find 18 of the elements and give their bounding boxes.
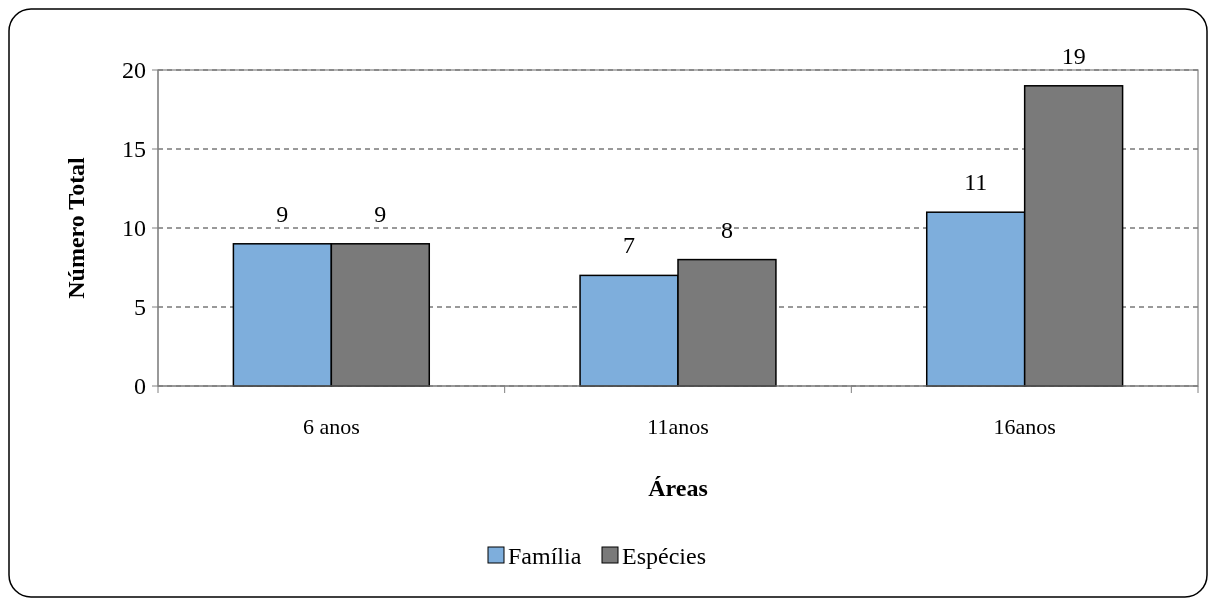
x-axis-title: Áreas	[648, 475, 708, 501]
legend-label: Espécies	[622, 543, 706, 570]
data-label: 9	[276, 200, 289, 227]
y-tick-label: 5	[134, 294, 146, 321]
data-label: 7	[623, 232, 636, 259]
y-tick-label: 10	[122, 215, 146, 242]
data-label: 19	[1061, 42, 1086, 69]
data-label: 8	[720, 216, 733, 243]
data-label: 11	[964, 169, 988, 196]
x-tick-label: 6 anos	[302, 414, 360, 439]
legend-label: Família	[508, 543, 582, 570]
y-tick-label: 0	[134, 373, 146, 400]
y-axis-title: Número Total	[63, 156, 89, 299]
y-tick-label: 20	[122, 57, 146, 84]
y-tick-label: 15	[122, 136, 146, 163]
x-tick-label: 11anos	[647, 414, 709, 439]
x-tick-label: 16anos	[993, 414, 1056, 439]
data-label: 9	[374, 200, 387, 227]
